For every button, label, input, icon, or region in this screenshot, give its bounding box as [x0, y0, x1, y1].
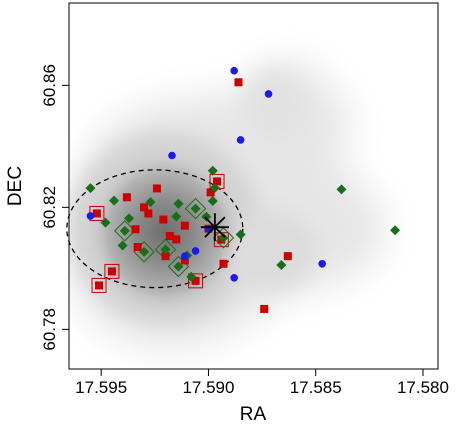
green-diamond-point — [276, 259, 287, 270]
cross-arm — [204, 216, 226, 238]
green-diamond-point — [171, 211, 182, 222]
red-square-point — [131, 225, 140, 234]
blue-circle-point — [264, 90, 273, 98]
red-square-point — [161, 252, 170, 261]
highlight-square-outline — [91, 277, 107, 293]
blue-circle-point — [230, 274, 238, 282]
red-square-point — [234, 78, 243, 87]
x-tick-label: 17.585 — [290, 378, 342, 397]
red-square-point — [180, 256, 189, 265]
plot-frame — [68, 2, 439, 370]
green-diamond-point — [109, 195, 120, 206]
green-diamond-point — [100, 217, 111, 228]
red-square-point — [165, 232, 174, 241]
x-axis-label: RA — [240, 404, 267, 425]
x-tick-label: 17.590 — [182, 378, 234, 397]
blue-circle-point — [86, 212, 95, 220]
confidence-ellipse — [66, 169, 244, 289]
x-tick-label: 17.595 — [75, 378, 127, 397]
highlight-diamond-outline — [114, 220, 136, 242]
center-cross-marker — [200, 213, 229, 242]
highlight-diamond-outline — [212, 227, 235, 249]
green-diamond-point — [173, 261, 184, 272]
green-diamond-point — [209, 182, 220, 193]
red-square-point — [122, 193, 131, 202]
y-tick-label: 60.86 — [40, 64, 59, 107]
green-diamond-point — [85, 183, 96, 194]
blue-circle-point — [168, 151, 176, 160]
blue-circle-point — [191, 247, 200, 255]
green-diamond-point — [186, 271, 197, 282]
red-square-point — [260, 304, 269, 313]
density-map — [69, 60, 386, 349]
green-diamond-point — [235, 229, 246, 240]
red-square-point — [172, 235, 181, 244]
red-square-point — [107, 267, 116, 276]
green-diamond-point — [173, 198, 184, 209]
green-diamond-point — [145, 197, 156, 208]
blue-circle-point — [230, 66, 238, 75]
red-square-point — [283, 252, 292, 261]
green-diamond-point — [218, 232, 229, 243]
green-diamond-point — [207, 165, 218, 176]
red-square-point — [159, 215, 168, 224]
green-diamond-point — [207, 195, 218, 206]
red-square-point — [213, 177, 222, 186]
highlight-square-outline — [104, 263, 120, 279]
red-square-point — [95, 281, 104, 290]
green-diamond-point — [119, 225, 130, 236]
green-diamond-point — [390, 225, 401, 236]
red-square-point — [144, 209, 153, 218]
red-square-point — [219, 259, 228, 268]
y-tick-label: 60.82 — [40, 186, 59, 229]
blue-circle-point — [236, 136, 245, 144]
axes: 17.595 17.590 17.585 17.580 60.78 60.82 60.86 — [40, 64, 449, 397]
green-diamond-point — [117, 240, 128, 251]
x-tick-label: 17.580 — [397, 378, 449, 397]
green-diamond-point — [124, 213, 135, 224]
green-diamond-point — [201, 211, 212, 222]
green-diamond-point — [190, 203, 201, 214]
y-tick-label: 60.78 — [40, 308, 59, 351]
green-diamond-point — [160, 244, 171, 255]
red-square-point — [140, 203, 149, 212]
green-diamond-point — [336, 184, 347, 195]
red-square-point — [206, 188, 215, 197]
y-axis-label: DEC — [5, 166, 26, 206]
red-square-point — [152, 184, 161, 193]
blue-circle-point — [181, 252, 189, 260]
highlight-diamond-outline — [184, 197, 207, 220]
blue-circle-point — [318, 259, 326, 268]
red-square-point — [191, 276, 200, 285]
red-square-point — [180, 221, 189, 230]
red-square-point — [133, 243, 142, 251]
highlight-square-outline — [188, 273, 204, 289]
red-square-point — [92, 209, 101, 218]
green-diamond-point — [139, 246, 150, 257]
